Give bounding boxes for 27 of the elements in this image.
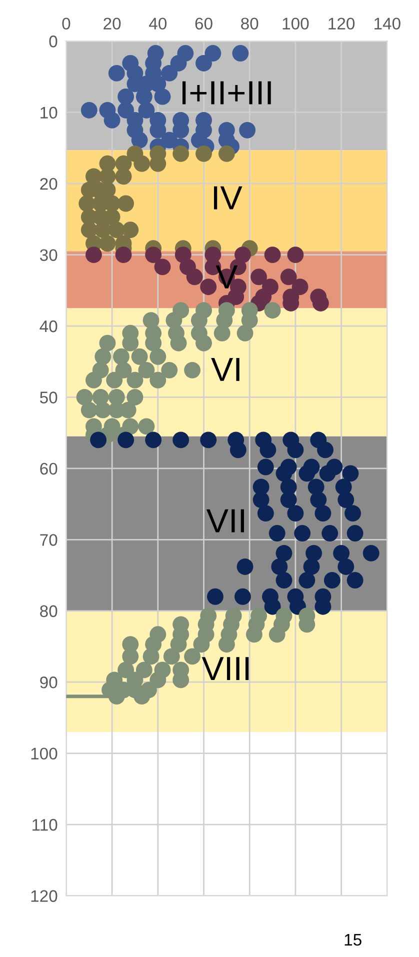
y-tick-label: 90	[40, 676, 58, 688]
y-tick-label: 10	[40, 106, 58, 119]
y-tick-label: 120	[31, 890, 58, 902]
band-label: VI	[211, 358, 240, 381]
x-tick-label: 20	[104, 18, 121, 30]
y-tick-label: 60	[40, 462, 58, 475]
x-tick-label: 40	[149, 18, 167, 30]
y-tick-label: 30	[40, 249, 58, 262]
x-tick-label: 100	[282, 18, 309, 30]
x-tick-label: 140	[374, 18, 400, 30]
y-tick-label: 20	[40, 178, 58, 190]
band-label: I+II+III	[182, 81, 271, 104]
y-tick-label: 50	[40, 392, 58, 404]
y-tick-label: 80	[40, 605, 58, 618]
x-tick-label: 120	[328, 18, 355, 30]
x-tick-label: 80	[241, 18, 258, 30]
band-label: VIII	[202, 657, 249, 680]
text: 15	[344, 934, 362, 946]
x-tick-label: 0	[62, 18, 70, 30]
band-label: VII	[206, 509, 244, 532]
y-tick-label: 40	[40, 320, 58, 332]
y-tick-label: 110	[32, 818, 58, 831]
x-tick-label: 60	[195, 18, 212, 30]
y-tick-label: 100	[31, 748, 58, 760]
y-tick-label: 0	[49, 36, 58, 48]
band-label: IV	[214, 186, 242, 210]
y-tick-label: 70	[40, 534, 58, 546]
